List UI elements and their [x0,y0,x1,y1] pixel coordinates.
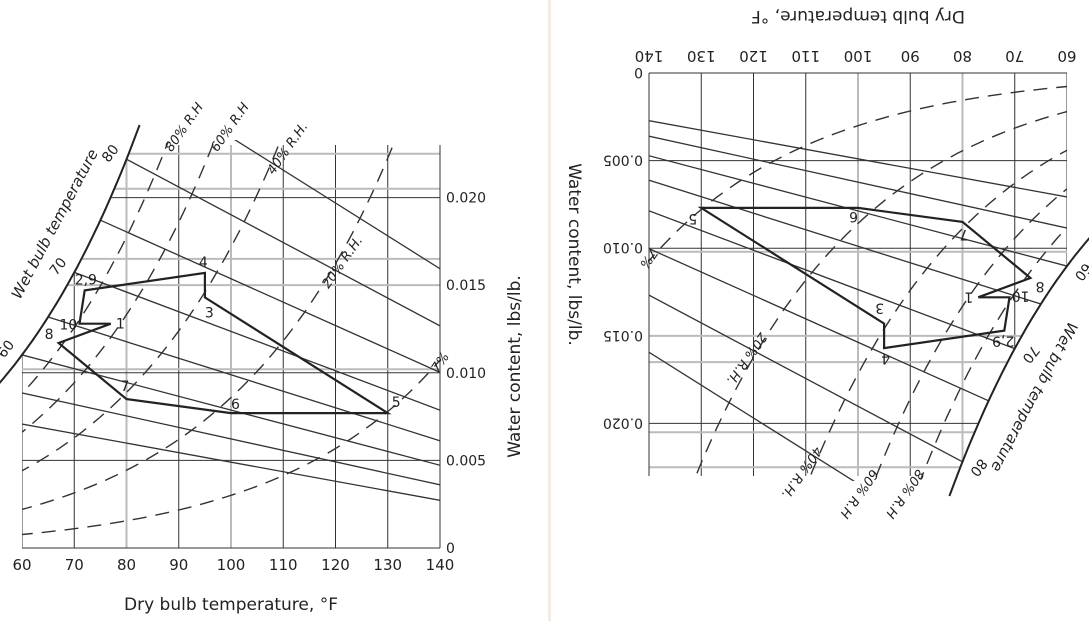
rh-curve [22,141,169,395]
panel-divider [548,0,551,621]
rh-curve-label: 80% R.H [882,466,927,521]
grid-layer [649,73,1067,481]
process-point-label: 6 [849,208,858,224]
x-tick-label: 70 [1005,47,1024,65]
x-tick-label: 70 [65,556,84,574]
x-tick-label: 90 [901,47,920,65]
y-tick-label: 0.010 [603,239,643,255]
process-point-label: 3 [205,305,214,321]
wet-bulb-line [126,158,440,327]
x-tick-label: 80 [117,556,136,574]
process-point-label: 10 [1012,287,1030,303]
process-point-label: 8 [45,327,54,343]
wet-bulb-line [22,392,440,486]
wet-bulb-line [100,219,440,374]
wet-bulb-line [47,316,440,442]
process-point-label: 2,9 [992,333,1014,349]
rh-curve [649,85,1067,262]
y-axis-title: Water content, lbs/lb. [564,163,584,346]
x-tick-label: 100 [217,556,246,574]
x-tick-label: 60 [1057,47,1076,65]
process-point-label: 3 [875,300,884,316]
wet-bulb-line [649,351,855,481]
rh-curve [22,140,396,511]
x-tick-label: 110 [791,47,820,65]
x-tick-label: 120 [321,556,350,574]
x-tick-label: 120 [739,47,768,65]
process-path [697,206,1033,350]
y-tick-label: 0.005 [446,453,486,469]
y-tick-label: 0.020 [446,191,486,207]
wet-bulb-line [649,155,1067,267]
x-tick-label: 130 [373,556,402,574]
process-point-label: 7 [960,226,969,242]
x-tick-label: 60 [12,556,31,574]
wet-bulb-line [649,210,1015,350]
y-tick-label: 0.005 [603,152,643,168]
rh-curve-label: 80% R.H [163,100,208,155]
process-path [56,271,392,415]
rh-curve [807,149,1067,481]
process-point-label: 2,9 [75,272,97,288]
process-point-label: 1 [116,317,125,333]
x-tick-label: 80 [953,47,972,65]
rh-curve [22,140,282,472]
grid-layer [22,140,440,548]
process-point-label: 5 [392,395,401,411]
process-point-label: 4 [199,255,208,271]
rh-curve [920,226,1067,480]
saturation-curve [948,237,1089,497]
rh-curve-label: 40% R.H. [265,120,312,178]
wet-bulb-line [649,247,989,402]
x-tick-label: 130 [687,47,716,65]
process-point-label: 8 [1036,278,1045,294]
y-tick-label: 0.020 [603,414,643,430]
above-saturation-mask [949,238,1089,496]
y-tick-label: 0.015 [603,327,643,343]
x-tick-label: 140 [635,47,664,65]
wet-bulb-line [649,120,1067,198]
y-tick-label: 0.015 [446,278,486,294]
wet-bulb-line [649,135,1067,229]
process-point-label: 7 [121,379,130,395]
rh-curve [22,359,440,536]
x-tick-label: 100 [844,47,873,65]
y-axis-title: Water content, lbs/lb. [505,275,525,458]
x-tick-label: 140 [426,556,455,574]
process-point-label: 6 [231,397,240,413]
saturation-curve [0,124,141,384]
wet-bulb-line [649,294,963,463]
rh-curve [22,140,216,434]
x-tick-label: 110 [269,556,298,574]
wet-bulb-line [22,354,440,466]
y-tick-label: 0 [446,541,455,557]
process-point-label: 10 [59,318,77,334]
x-tick-label: 90 [169,556,188,574]
y-tick-label: 0 [634,64,643,80]
process-point-label: 4 [881,350,890,366]
wet-bulb-line [74,271,440,411]
process-point-label: 1 [964,288,973,304]
rh-curve [873,187,1067,481]
wet-bulb-line [22,423,440,501]
above-saturation-mask [0,125,140,383]
wet-bulb-line [234,140,440,270]
process-point-label: 5 [688,210,697,226]
wet-bulb-line [649,179,1042,305]
x-axis-title: Dry bulb temperature, °F [751,6,965,26]
rh-curve [693,110,1067,481]
y-tick-label: 0.010 [446,366,486,382]
rh-curve-label: 40% R.H. [778,443,825,501]
x-axis-title: Dry bulb temperature, °F [124,595,338,615]
